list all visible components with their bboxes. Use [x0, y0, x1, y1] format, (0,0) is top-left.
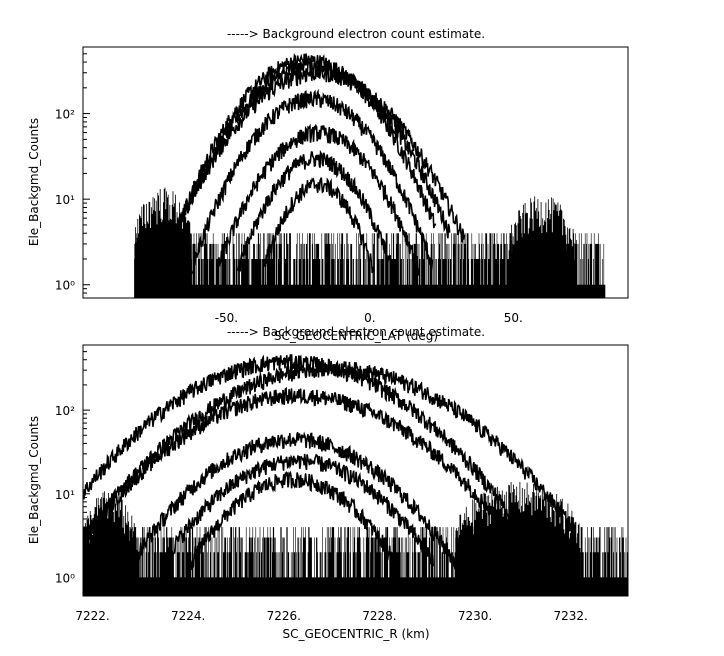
bottom-y-axis-label: Ele_Backgmd_Counts [27, 416, 41, 544]
x-tick-label: 7228. [362, 609, 396, 623]
series-5 [237, 149, 393, 274]
top-panel: -----> Background electron count estimat… [27, 27, 629, 343]
top-x-axis-label: SC_GEOCENTRIC_LAT (deg) [274, 329, 438, 343]
x-tick-label: 7230. [458, 609, 492, 623]
bottom-x-ticks: 7222. 7224. 7226. 7228. 7230. 7232. [75, 589, 588, 623]
series-4 [216, 123, 420, 276]
series-4 [161, 453, 435, 567]
series-2 [171, 65, 466, 250]
y-tick-label: 10¹ [55, 488, 75, 502]
x-tick-label: 7224. [171, 609, 205, 623]
x-tick-label: 7222. [75, 609, 109, 623]
series-6 [262, 177, 375, 275]
y-tick-label: 10² [55, 108, 75, 122]
series-3 [130, 431, 456, 571]
y-tick-label: 10⁰ [55, 571, 75, 585]
series-7 [455, 482, 581, 596]
top-chart-title: -----> Background electron count estimat… [227, 27, 485, 41]
y-tick-label: 10² [55, 404, 75, 418]
y-tick-label: 10⁰ [55, 279, 75, 293]
top-y-ticks: 10⁰ 10¹ 10² [55, 46, 90, 299]
bottom-chart-title: -----> Background electron count estimat… [227, 325, 485, 339]
x-tick-label: 0. [364, 311, 375, 325]
series-0 [82, 354, 519, 528]
bottom-y-ticks: 10⁰ 10¹ 10² [55, 344, 90, 597]
y-tick-label: 10¹ [55, 193, 75, 207]
series-1 [87, 359, 577, 537]
series-5 [190, 470, 397, 571]
series-7 [134, 187, 192, 298]
bottom-x-axis-label: SC_GEOCENTRIC_R (km) [283, 627, 430, 641]
x-tick-label: 50. [504, 311, 523, 325]
bottom-plot-frame [82, 344, 629, 597]
bottom-panel: -----> Background electron count estimat… [27, 325, 629, 641]
x-tick-label: 7232. [553, 609, 587, 623]
bottom-data-marks [82, 354, 629, 596]
series-6 [82, 491, 136, 596]
top-data-marks [134, 53, 606, 298]
series-3 [191, 88, 434, 274]
top-plot-frame [82, 46, 629, 299]
top-x-ticks: -50. 0. 50. [215, 291, 523, 325]
x-tick-label: -50. [215, 311, 238, 325]
series-8 [507, 196, 577, 298]
top-y-axis-label: Ele_Backgmd_Counts [27, 118, 41, 246]
x-tick-label: 7226. [267, 609, 301, 623]
series-2 [82, 386, 528, 560]
